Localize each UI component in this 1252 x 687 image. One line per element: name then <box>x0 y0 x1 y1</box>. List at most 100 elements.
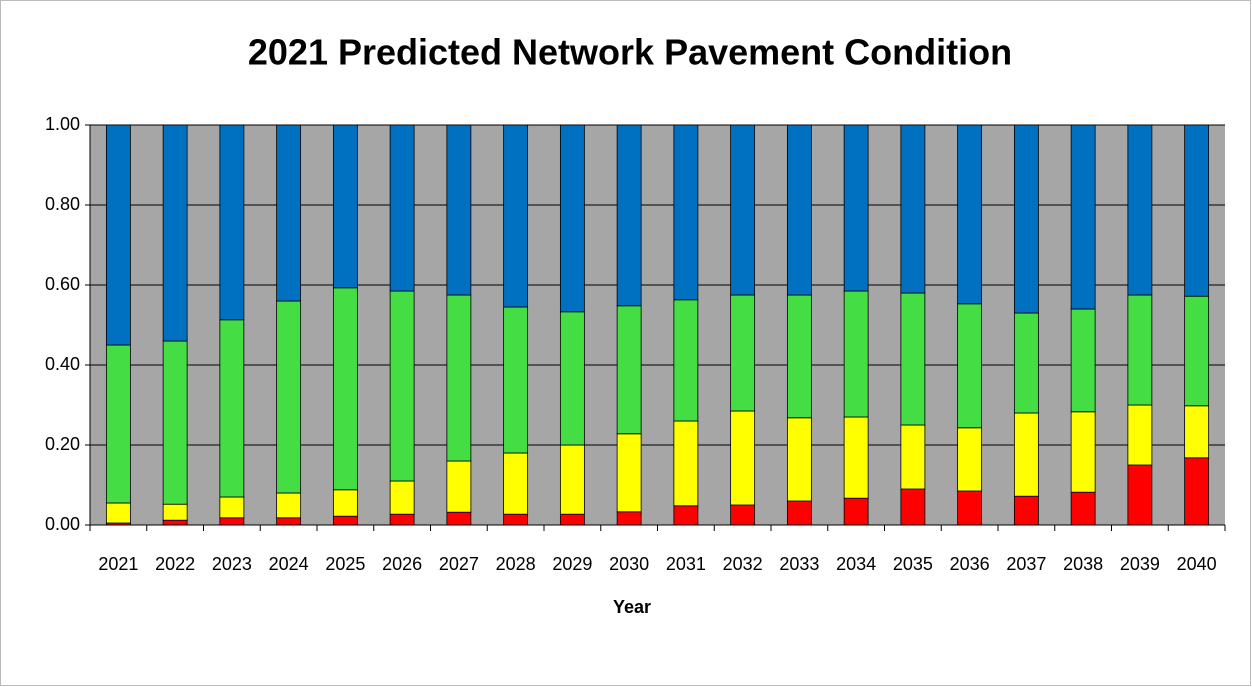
bar-segment <box>1070 411 1096 493</box>
bar-segment <box>673 299 699 422</box>
bar-segment <box>332 515 358 526</box>
bar-segment <box>219 319 245 498</box>
bar-segment <box>900 488 926 526</box>
bar-segment <box>276 300 302 494</box>
bar-segment <box>219 517 245 526</box>
x-tick-label: 2024 <box>269 554 309 574</box>
bar-segment <box>219 496 245 519</box>
x-tick-label: 2027 <box>439 554 479 574</box>
y-tick-label: 0.00 <box>45 514 80 534</box>
bar-segment <box>1127 464 1153 526</box>
bar-segment <box>957 124 983 305</box>
bar-segment <box>503 306 529 454</box>
bar-segment <box>1070 308 1096 413</box>
bar-segment <box>730 294 756 412</box>
bar-segment <box>900 292 926 426</box>
bar-segment <box>1184 124 1210 297</box>
bar-segment <box>219 124 245 321</box>
bar-segment <box>503 513 529 526</box>
bar-segment <box>616 305 642 435</box>
bar-segment <box>559 311 585 446</box>
bar-segment <box>673 420 699 507</box>
x-tick-label: 2026 <box>382 554 422 574</box>
bar-segment <box>162 503 188 521</box>
bar-segment <box>1013 495 1039 526</box>
bar-segment <box>332 124 358 289</box>
x-tick-label: 2040 <box>1177 554 1217 574</box>
bar-segment <box>559 124 585 313</box>
x-tick-label: 2039 <box>1120 554 1160 574</box>
bar-segment <box>616 124 642 307</box>
x-tick-label: 2023 <box>212 554 252 574</box>
bar-segment <box>162 124 188 342</box>
x-axis-label: Year <box>613 597 651 617</box>
bar-segment <box>673 124 699 301</box>
bar-segment <box>1127 404 1153 466</box>
x-tick-label: 2034 <box>836 554 876 574</box>
bar-segment <box>730 124 756 296</box>
x-tick-label: 2032 <box>723 554 763 574</box>
x-tick-label: 2037 <box>1006 554 1046 574</box>
bar-segment <box>503 452 529 515</box>
bar-segment <box>503 124 529 308</box>
bar-segment <box>957 427 983 492</box>
bar-segment <box>276 517 302 526</box>
bar-segment <box>730 410 756 506</box>
bar-segment <box>786 417 812 502</box>
bar-segment <box>1013 312 1039 414</box>
bar-segment <box>616 511 642 526</box>
y-tick-label: 0.60 <box>45 274 80 294</box>
bar-segment <box>843 416 869 499</box>
bar-segment <box>446 511 472 526</box>
bar-segment <box>843 497 869 526</box>
bar-segment <box>1127 294 1153 406</box>
bar-segment <box>389 513 415 526</box>
bar-segment <box>332 287 358 491</box>
bar-segment <box>900 424 926 490</box>
x-tick-label: 2021 <box>98 554 138 574</box>
bar-segment <box>162 340 188 505</box>
x-tick-label: 2031 <box>666 554 706 574</box>
bar-segment <box>389 290 415 482</box>
y-tick-label: 1.00 <box>45 114 80 134</box>
bar-segment <box>276 492 302 519</box>
bar-segment <box>105 124 131 346</box>
x-tick-label: 2036 <box>950 554 990 574</box>
x-tick-label: 2035 <box>893 554 933 574</box>
bar-segment <box>730 504 756 526</box>
bar-segment <box>446 460 472 513</box>
bar-segment <box>162 519 188 526</box>
bar-segment <box>559 444 585 515</box>
y-tick-label: 0.40 <box>45 354 80 374</box>
bar-segment <box>1184 405 1210 459</box>
bar-segment <box>786 500 812 526</box>
x-tick-label: 2028 <box>496 554 536 574</box>
bar-segment <box>843 124 869 292</box>
bar-segment <box>900 124 926 294</box>
bar-segment <box>1013 124 1039 314</box>
bar-segment <box>1013 412 1039 497</box>
bar-segment <box>957 490 983 526</box>
x-tick-label: 2033 <box>779 554 819 574</box>
bar-segment <box>446 294 472 462</box>
bar-segment <box>446 124 472 296</box>
bar-segment <box>786 124 812 296</box>
x-tick-label: 2030 <box>609 554 649 574</box>
bar-segment <box>1070 491 1096 526</box>
bar-segment <box>389 124 415 292</box>
bar-segment <box>332 489 358 517</box>
bar-segment <box>957 303 983 429</box>
x-tick-label: 2022 <box>155 554 195 574</box>
bar-segment <box>105 502 131 524</box>
bar-segment <box>616 433 642 513</box>
y-tick-label: 0.20 <box>45 434 80 454</box>
bar-segment <box>105 344 131 504</box>
bar-segment <box>843 290 869 418</box>
bar-segment <box>389 480 415 515</box>
bar-segment <box>1184 457 1210 526</box>
chart-title: 2021 Predicted Network Pavement Conditio… <box>248 32 1012 73</box>
x-tick-label: 2038 <box>1063 554 1103 574</box>
x-tick-label: 2025 <box>325 554 365 574</box>
bar-segment <box>1070 124 1096 310</box>
